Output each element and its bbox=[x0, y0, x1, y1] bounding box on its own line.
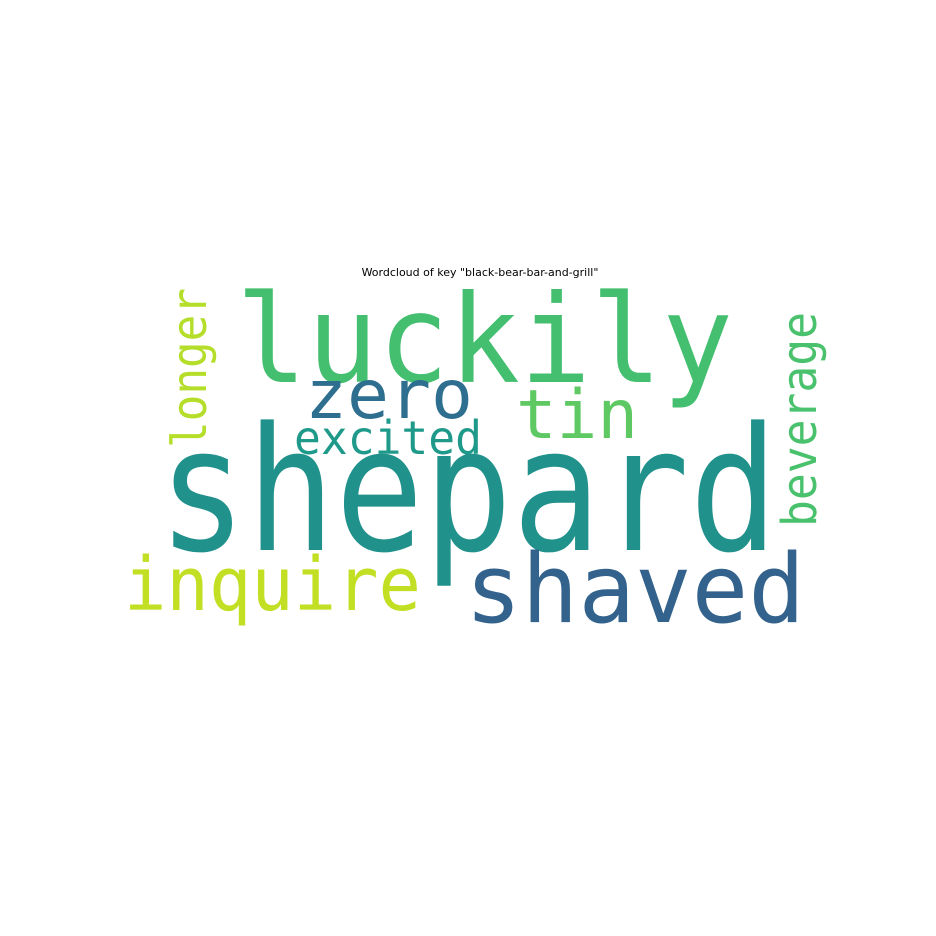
word-beverage: beverage bbox=[772, 312, 828, 527]
word-longer: longer bbox=[162, 288, 218, 448]
word-zero: zero bbox=[305, 356, 473, 435]
word-shepard: shepard bbox=[158, 390, 778, 591]
word-inquire: inquire bbox=[124, 542, 421, 628]
word-tin: tin bbox=[516, 376, 638, 455]
word-luckily: luckily bbox=[236, 269, 733, 411]
word-excited: excited bbox=[294, 411, 482, 465]
chart-title: Wordcloud of key "black-bear-bar-and-gri… bbox=[361, 266, 599, 279]
word-shaved: shaved bbox=[465, 535, 805, 645]
